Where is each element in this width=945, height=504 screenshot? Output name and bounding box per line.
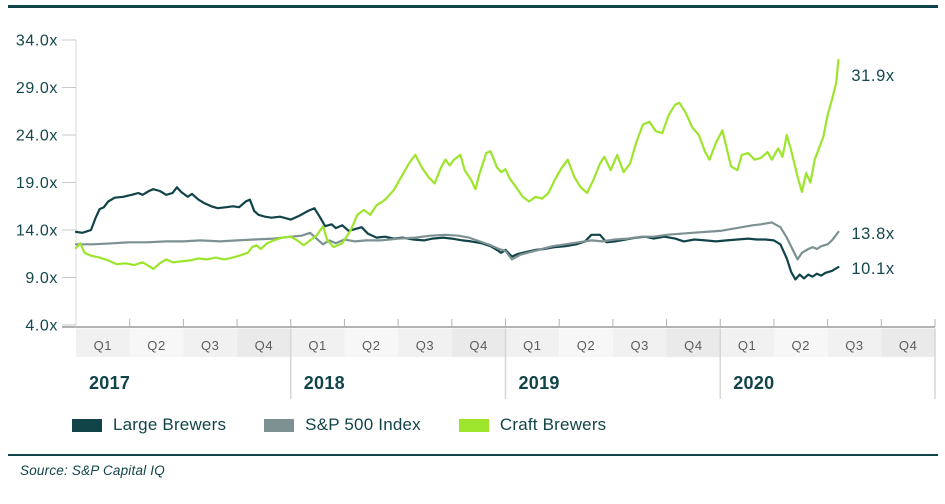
- legend-swatch-craft-brewers: [458, 418, 489, 432]
- legend-item-large-brewers: Large Brewers: [72, 415, 226, 435]
- quarter-cell: [612, 328, 667, 357]
- quarter-label: Q3: [201, 338, 220, 353]
- year-label: 2019: [519, 373, 560, 393]
- series-end-label-craft-brewers: 31.9x: [851, 67, 895, 85]
- quarter-cell: [559, 328, 613, 357]
- quarter-label: Q1: [738, 338, 757, 353]
- legend-item-craft-brewers: Craft Brewers: [458, 415, 607, 435]
- quarter-cell: [76, 328, 130, 357]
- legend-item-s-p-500-index: S&P 500 Index: [264, 415, 421, 435]
- quarter-cell: [398, 328, 452, 357]
- quarter-label: Q4: [899, 338, 918, 353]
- series-line-large-brewers: [74, 186, 840, 281]
- legend-swatch-s-p-500-index: [264, 418, 295, 432]
- quarter-cell: [183, 328, 238, 357]
- quarter-cell: [129, 328, 184, 357]
- quarter-cell: [451, 328, 506, 357]
- quarter-cell: [773, 328, 828, 357]
- series-end-label-s-p-500-index: 13.8x: [851, 225, 895, 243]
- quarter-cell: [666, 328, 721, 357]
- quarter-cell: [881, 328, 935, 357]
- quarter-label: Q3: [416, 338, 435, 353]
- quarter-label: Q1: [523, 338, 542, 353]
- quarter-label: Q4: [469, 338, 488, 353]
- quarter-label: Q2: [147, 338, 166, 353]
- y-axis-label: 4.0x: [25, 318, 58, 335]
- legend-label-craft-brewers: Craft Brewers: [499, 415, 607, 434]
- year-label: 2017: [89, 373, 130, 393]
- quarter-cell: [237, 328, 291, 357]
- quarter-label: Q1: [308, 338, 327, 353]
- legend-label-s-p-500-index: S&P 500 Index: [305, 415, 421, 434]
- quarter-cell: [505, 328, 560, 357]
- line-chart-canvas: 34.0x 29.0x 24.0x 19.0x 14.0x 9.0x 4.0x Q1 Q2 Q3 Q…: [16, 33, 936, 399]
- quarter-cell: [290, 328, 345, 357]
- year-label: 2018: [304, 373, 345, 393]
- y-axis-label: 19.0x: [16, 175, 58, 192]
- quarter-label: Q3: [630, 338, 649, 353]
- quarter-label: Q1: [94, 338, 113, 353]
- series-end-label-large-brewers: 10.1x: [851, 260, 895, 278]
- legend-label-large-brewers: Large Brewers: [113, 415, 227, 434]
- quarter-label: Q2: [792, 338, 811, 353]
- y-axis-label: 9.0x: [25, 270, 58, 287]
- ev-ebitda-multiples-chart: 34.0x 29.0x 24.0x 19.0x 14.0x 9.0x 4.0x Q1 Q2 Q3 Q…: [16, 33, 936, 399]
- quarter-label: Q2: [577, 338, 596, 353]
- source-divider-rule: [8, 454, 938, 456]
- quarter-label: Q3: [845, 338, 864, 353]
- y-axis-label: 14.0x: [16, 223, 58, 240]
- quarter-label: Q4: [255, 338, 274, 353]
- y-axis-label: 29.0x: [16, 80, 58, 97]
- top-border-rule: [8, 5, 938, 8]
- quarter-cell: [720, 328, 774, 357]
- legend-swatch-large-brewers: [72, 418, 102, 432]
- source-text: Source: S&P Capital IQ: [20, 463, 165, 478]
- y-axis-label: 34.0x: [16, 33, 58, 50]
- y-axis-label: 24.0x: [16, 128, 58, 145]
- quarter-label: Q4: [684, 338, 703, 353]
- series-line-craft-brewers: [74, 58, 840, 270]
- quarter-cell: [344, 328, 399, 357]
- quarter-cell: [827, 328, 882, 357]
- quarter-label: Q2: [362, 338, 381, 353]
- year-label: 2020: [733, 373, 774, 393]
- chart-legend: Large Brewers S&P 500 Index Craft Brewers: [72, 415, 606, 435]
- series-line-s-p-500-index: [74, 221, 840, 261]
